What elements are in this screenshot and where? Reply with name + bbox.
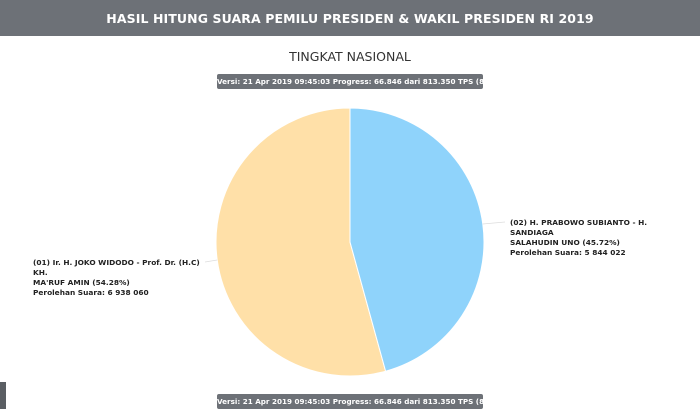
version-badge-top: Versi: 21 Apr 2019 09:45:03 Progress: 66… — [217, 74, 483, 89]
slice-votes-prabowo: Perolehan Suara: 5 844 022 — [510, 248, 626, 257]
slice-label-prabowo-line1: (02) H. PRABOWO SUBIANTO - H. SANDIAGA — [510, 218, 648, 237]
slice-label-jokowi-line2: MA'RUF AMIN (54.28%) — [33, 278, 130, 287]
slice-label-prabowo: (02) H. PRABOWO SUBIANTO - H. SANDIAGA S… — [510, 218, 690, 258]
side-scroll-handle[interactable] — [0, 382, 6, 409]
slice-label-jokowi-line1: (01) Ir. H. JOKO WIDODO - Prof. Dr. (H.C… — [33, 258, 200, 277]
connector-line-prabowo — [482, 221, 506, 225]
connector-line-jokowi — [204, 259, 218, 263]
page-title: HASIL HITUNG SUARA PEMILU PRESIDEN & WAK… — [106, 10, 594, 26]
slice-label-jokowi: (01) Ir. H. JOKO WIDODO - Prof. Dr. (H.C… — [33, 258, 213, 298]
page-header: HASIL HITUNG SUARA PEMILU PRESIDEN & WAK… — [0, 0, 700, 36]
chart-subtitle: TINGKAT NASIONAL — [289, 49, 411, 64]
slice-votes-jokowi: Perolehan Suara: 6 938 060 — [33, 288, 149, 297]
version-badge-bottom: Versi: 21 Apr 2019 09:45:03 Progress: 66… — [217, 394, 483, 409]
pie-slice-jokowi[interactable] — [215, 107, 387, 377]
slice-label-prabowo-line2: SALAHUDIN UNO (45.72%) — [510, 238, 620, 247]
